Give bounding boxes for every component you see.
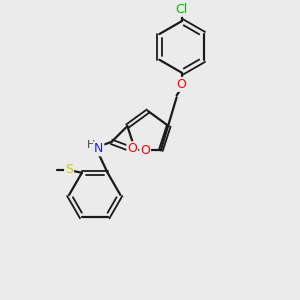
Text: H: H bbox=[87, 140, 95, 150]
Text: O: O bbox=[140, 144, 150, 157]
Text: O: O bbox=[128, 142, 137, 155]
Text: Cl: Cl bbox=[176, 3, 188, 16]
Text: O: O bbox=[177, 78, 187, 91]
Text: S: S bbox=[65, 163, 73, 176]
Text: N: N bbox=[94, 142, 104, 155]
